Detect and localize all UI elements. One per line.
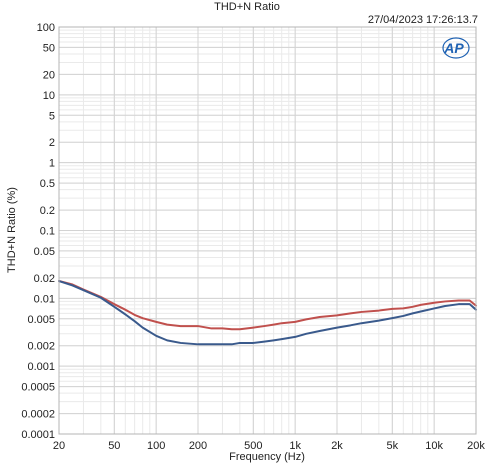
y-tick-label: 100 xyxy=(37,22,55,34)
y-tick-label: 20 xyxy=(43,69,55,81)
x-tick-label: 50 xyxy=(108,440,120,452)
x-tick-label: 20k xyxy=(467,440,485,452)
x-tick-label: 200 xyxy=(189,440,207,452)
y-tick-label: 2 xyxy=(49,137,55,149)
y-axis-label: THD+N Ratio (%) xyxy=(6,187,18,273)
y-tick-label: 0.005 xyxy=(27,314,55,326)
x-tick-label: 5k xyxy=(387,440,399,452)
y-tick-label: 0.0001 xyxy=(21,429,55,441)
x-tick-label: 20 xyxy=(53,440,65,452)
y-tick-label: 0.05 xyxy=(34,246,55,258)
y-tick-label: 0.01 xyxy=(34,293,55,305)
logo-text: AP xyxy=(443,40,464,56)
y-tick-label: 0.02 xyxy=(34,273,55,285)
y-tick-label: 0.001 xyxy=(27,361,55,373)
y-tick-label: 0.2 xyxy=(40,205,55,217)
x-tick-label: 10k xyxy=(425,440,443,452)
plot-border xyxy=(58,26,477,435)
y-tick-label: 0.002 xyxy=(27,341,55,353)
y-tick-labels: 100 50 20 10 5 2 1 0.5 0.2 0.1 0.05 0.02 0.01 0.005 0.… xyxy=(21,22,55,441)
x-tick-label: 1k xyxy=(289,440,301,452)
chart-title: THD+N Ratio xyxy=(214,1,280,13)
y-tick-label: 5 xyxy=(49,110,55,122)
y-tick-label: 0.0002 xyxy=(21,409,55,421)
series-2-line xyxy=(58,280,477,346)
audio-precision-logo: AP xyxy=(442,37,470,59)
timestamp-label: 27/04/2023 17:26:13.7 xyxy=(368,14,478,26)
series-1-line xyxy=(58,280,477,331)
series-layer xyxy=(58,280,477,346)
y-tick-label: 10 xyxy=(43,90,55,102)
x-tick-label: 100 xyxy=(147,440,165,452)
x-tick-label: 2k xyxy=(331,440,343,452)
y-tick-label: 0.1 xyxy=(40,226,55,238)
x-tick-labels: 20 50 100 200 500 1k 2k 5k 10k 20k xyxy=(53,440,485,452)
logo-ring-shape xyxy=(442,37,470,59)
y-tick-label: 1 xyxy=(49,158,55,170)
y-tick-label: 0.0005 xyxy=(21,382,55,394)
y-tick-label: 50 xyxy=(43,42,55,54)
y-tick-label: 0.5 xyxy=(40,178,55,190)
x-tick-label: 500 xyxy=(244,440,262,452)
x-axis-label: Frequency (Hz) xyxy=(229,451,305,463)
